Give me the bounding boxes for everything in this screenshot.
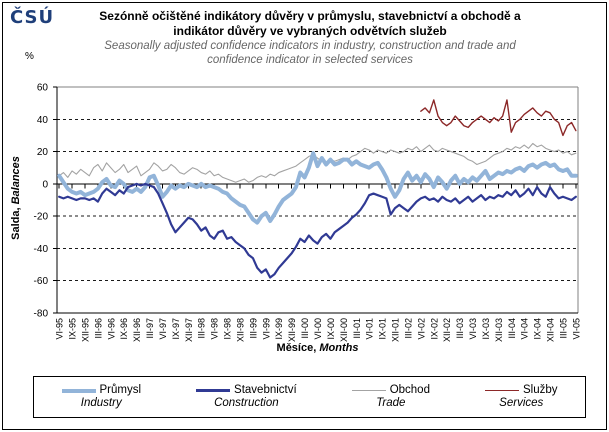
x-axis-title-english: Months	[319, 342, 359, 354]
x-tick-label: XII-03	[494, 318, 504, 342]
legend-item-construction: Stavebnictví Construction	[196, 384, 297, 410]
x-tick-label: VI-96	[106, 318, 116, 340]
x-tick-label: III-00	[300, 318, 310, 339]
x-tick-label: III-01	[352, 318, 362, 339]
x-tick-label: XII-95	[80, 318, 90, 342]
csu-logo: ČSÚ	[10, 7, 55, 28]
legend-label-services-czech: Služby	[522, 384, 558, 396]
legend-label-construction-english: Construction	[214, 397, 279, 409]
x-tick-label: VI-05	[571, 318, 581, 340]
x-tick-label: VI-00	[313, 318, 323, 340]
chart-title-line2: indikátor důvěry ve vybraných odvětvích …	[173, 24, 447, 38]
y-tick-label: 20	[37, 147, 49, 158]
x-tick-label: XII-98	[235, 318, 245, 342]
x-tick-label: IX-97	[171, 318, 181, 340]
legend-label-industry-english: Industry	[80, 397, 122, 409]
series-line-trade	[58, 142, 577, 183]
chart-subtitle-line2: confidence indicator in selected service…	[207, 54, 413, 66]
series-line-services	[420, 99, 577, 137]
x-tick-label: XII-02	[442, 318, 452, 342]
x-tick-label: VI-02	[416, 318, 426, 340]
x-tick-label: VI-99	[261, 318, 271, 340]
x-axis-title-czech: Měsíce,	[276, 342, 317, 354]
x-tick-label: XII-01	[391, 318, 401, 342]
x-tick-label: XII-97	[184, 318, 194, 342]
x-tick-label: III-98	[197, 318, 207, 339]
x-tick-label: VI-97	[158, 318, 168, 340]
chart-title-line1: Sezónně očištěné indikátory důvěry v prů…	[99, 9, 521, 23]
legend-label-services-english: Services	[499, 397, 544, 409]
x-tick-label: VI-95	[55, 318, 65, 340]
y-tick-label: -80	[34, 309, 49, 320]
series-line-industry	[57, 151, 578, 225]
y-axis-unit: %	[25, 51, 34, 62]
x-tick-label: III-04	[507, 318, 517, 339]
x-tick-label: III-97	[145, 318, 155, 339]
x-tick-label: IX-99	[274, 318, 284, 340]
x-tick-label: VI-04	[520, 318, 530, 340]
chart-subtitle-line1: Seasonally adjusted confidence indicator…	[104, 40, 516, 52]
y-tick-label: 40	[37, 115, 49, 126]
y-tick-label: -40	[34, 244, 49, 255]
x-tick-label: IX-02	[429, 318, 439, 340]
x-tick-label: XII-99	[287, 318, 297, 342]
legend-label-construction-czech: Stavebnictví	[234, 384, 297, 396]
x-tick-label: IX-00	[326, 318, 336, 340]
x-tick-label: XII-00	[339, 318, 349, 342]
legend-label-trade-english: Trade	[376, 397, 406, 409]
x-tick-label: IX-04	[533, 318, 543, 340]
x-tick-label: III-05	[558, 318, 568, 339]
legend-line-industry	[61, 388, 96, 393]
title-block: Sezónně očištěné indikátory důvěry v prů…	[40, 9, 580, 67]
y-tick-label: -60	[34, 276, 49, 287]
y-tick-label: 0	[42, 179, 48, 190]
legend-line-construction	[196, 389, 231, 392]
x-tick-label: III-99	[248, 318, 258, 339]
x-tick-label: IX-03	[481, 318, 491, 340]
x-tick-label: VI-98	[210, 318, 220, 340]
x-tick-label: IX-01	[378, 318, 388, 340]
x-tick-label: III-02	[403, 318, 413, 339]
x-tick-label: IX-95	[68, 318, 78, 340]
legend-line-services	[484, 389, 519, 392]
x-tick-label: III-96	[93, 318, 103, 339]
x-tick-label: VI-03	[468, 318, 478, 340]
x-tick-label: IX-98	[223, 318, 233, 340]
x-tick-label: IX-96	[119, 318, 129, 340]
y-tick-label: -20	[34, 212, 49, 223]
x-tick-label: XII-96	[132, 318, 142, 342]
legend-label-trade-czech: Obchod	[389, 384, 430, 396]
x-tick-label: VI-01	[365, 318, 375, 340]
x-tick-label: XII-04	[546, 318, 556, 342]
legend-item-trade: Obchod Trade	[351, 384, 430, 410]
legend: Průmysl Industry Stavebnictví Constructi…	[33, 376, 586, 418]
legend-item-industry: Průmysl Industry	[61, 384, 142, 410]
series-line-construction	[58, 182, 577, 279]
y-tick-label: 60	[37, 83, 49, 94]
legend-item-services: Služby Services	[484, 384, 558, 410]
legend-line-trade	[351, 389, 386, 392]
x-axis-title: Měsíce, Months	[57, 342, 578, 354]
x-tick-label: III-03	[455, 318, 465, 339]
confidence-indicators-plot: VI-95 IX-95 XII-95 III-96 VI-96 IX-96 XII-96 II…	[34, 83, 582, 343]
legend-label-industry-czech: Průmysl	[99, 384, 142, 396]
